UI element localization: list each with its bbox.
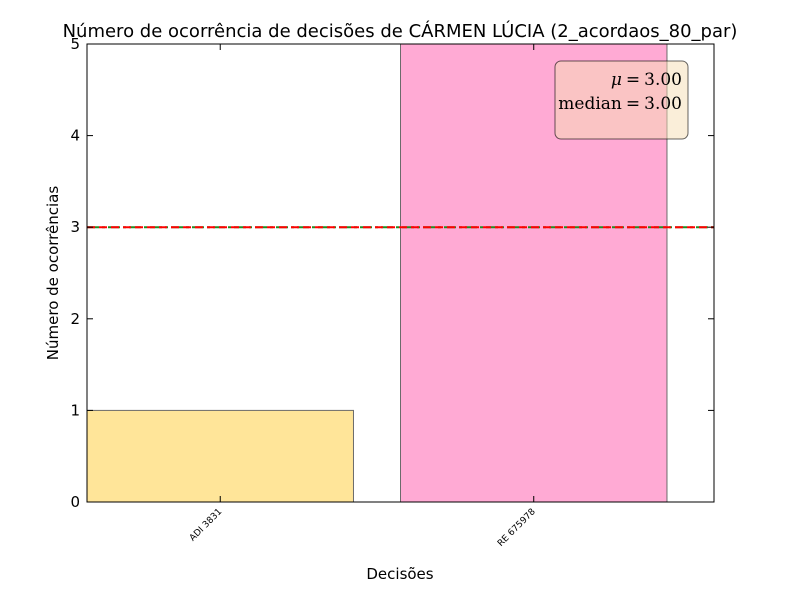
- x-axis-label: Decisões: [366, 565, 433, 583]
- y-axis: 0 1 2 3 4 5: [70, 35, 714, 511]
- stats-box: μ = 3.00 median = 3.00: [554, 60, 689, 140]
- x-tick-label: ADI 3831: [188, 507, 224, 543]
- chart-title: Número de ocorrência de decisões de CÁRM…: [63, 20, 738, 42]
- bar-adi-3831: [86, 409, 354, 503]
- y-axis-label: Número de ocorrências: [44, 186, 62, 361]
- y-tick-label: 1: [70, 401, 80, 419]
- y-tick-label: 5: [70, 35, 80, 53]
- stats-box-background: [554, 60, 689, 140]
- y-tick-label: 0: [70, 493, 80, 511]
- stats-median: median = 3.00: [558, 94, 682, 114]
- plot-frame: [86, 43, 715, 503]
- stats-mean-equals: =: [626, 70, 640, 90]
- stats-mean-value: 3.00: [644, 70, 682, 90]
- y-tick-label: 3: [70, 218, 80, 236]
- stats-mean: μ = 3.00: [611, 70, 682, 90]
- stats-mean-symbol: μ: [611, 70, 622, 90]
- y-tick-label: 2: [70, 310, 80, 328]
- stats-median-label: median: [558, 94, 622, 114]
- y-tick-label: 4: [70, 127, 80, 145]
- stats-median-value: 3.00: [644, 94, 682, 114]
- stats-median-equals: =: [626, 94, 640, 114]
- x-tick-label: RE 675978: [496, 507, 538, 549]
